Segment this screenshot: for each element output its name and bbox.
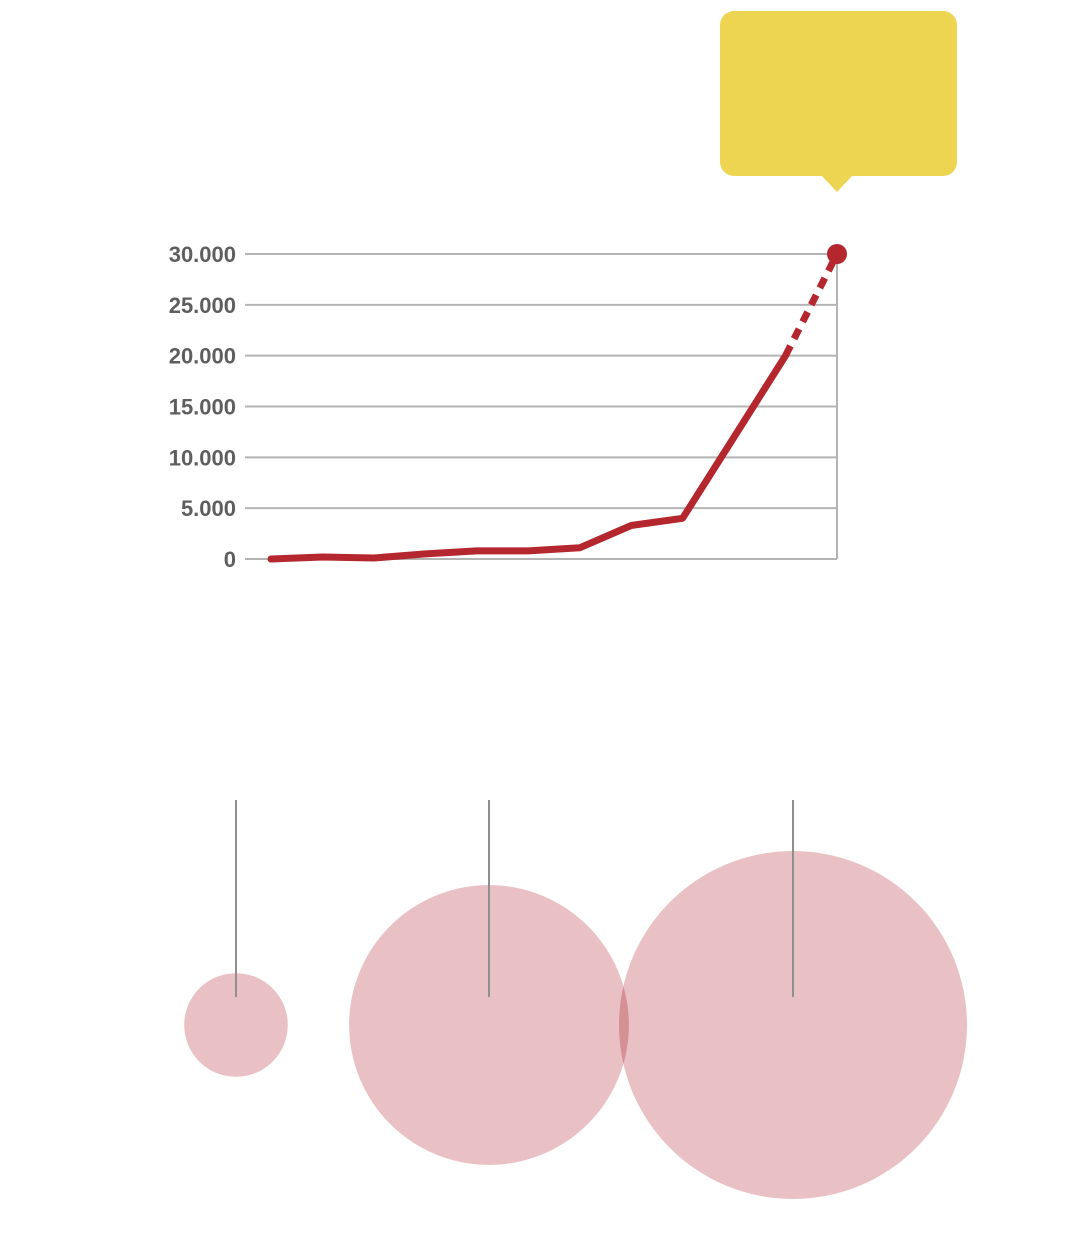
y-tick-label: 15.000	[169, 395, 236, 420]
y-tick-label: 0	[224, 547, 236, 572]
grid-lines	[245, 253, 837, 560]
y-axis-tick-labels: 0 5.000 10.000 15.000 20.000 25.000 30.000	[169, 242, 236, 572]
y-tick-label: 10.000	[169, 445, 236, 470]
y-tick-label: 20.000	[169, 344, 236, 369]
bubble-chart	[184, 800, 967, 1199]
y-tick-label: 25.000	[169, 293, 236, 318]
callout-rect	[720, 11, 957, 176]
y-tick-label: 5.000	[181, 496, 236, 521]
callout-box	[720, 11, 957, 192]
series-line-solid	[267, 352, 789, 563]
bubble	[349, 885, 629, 1165]
line-chart: 0 5.000 10.000 15.000 20.000 25.000 30.000	[169, 11, 957, 572]
callout-pointer	[821, 175, 853, 192]
bubble	[619, 851, 967, 1199]
y-tick-label: 30.000	[169, 242, 236, 267]
highlight-point	[827, 244, 847, 264]
bubble	[184, 973, 288, 1077]
